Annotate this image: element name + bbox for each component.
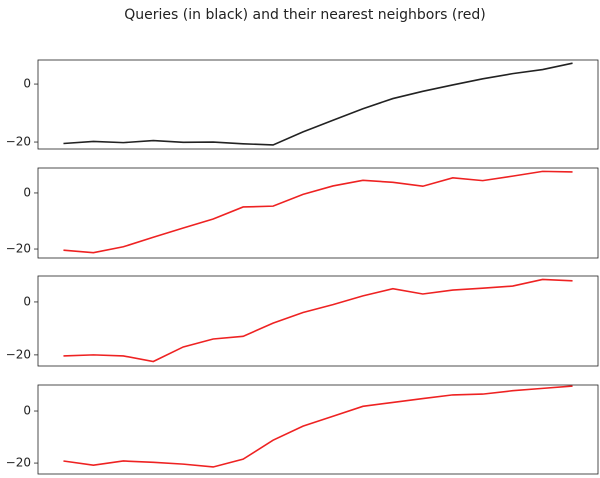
axes-frame [37, 384, 599, 475]
series-line [63, 385, 573, 468]
y-tick-label: −20 [6, 456, 31, 470]
y-tick-label: 0 [23, 294, 31, 308]
series-line [63, 170, 573, 254]
y-tick-label: −20 [6, 135, 31, 149]
y-tick-label: 0 [23, 185, 31, 199]
series-line [63, 62, 573, 146]
axes-frame [37, 59, 599, 150]
y-tick-label: −20 [6, 347, 31, 361]
y-tick-label: −20 [6, 242, 31, 256]
figure-title: Queries (in black) and their nearest nei… [124, 7, 485, 23]
y-tick-label: 0 [23, 404, 31, 418]
axes-frame [37, 167, 599, 259]
series-line [63, 278, 573, 363]
axes-frame [37, 275, 599, 367]
y-tick-label: 0 [23, 77, 31, 91]
